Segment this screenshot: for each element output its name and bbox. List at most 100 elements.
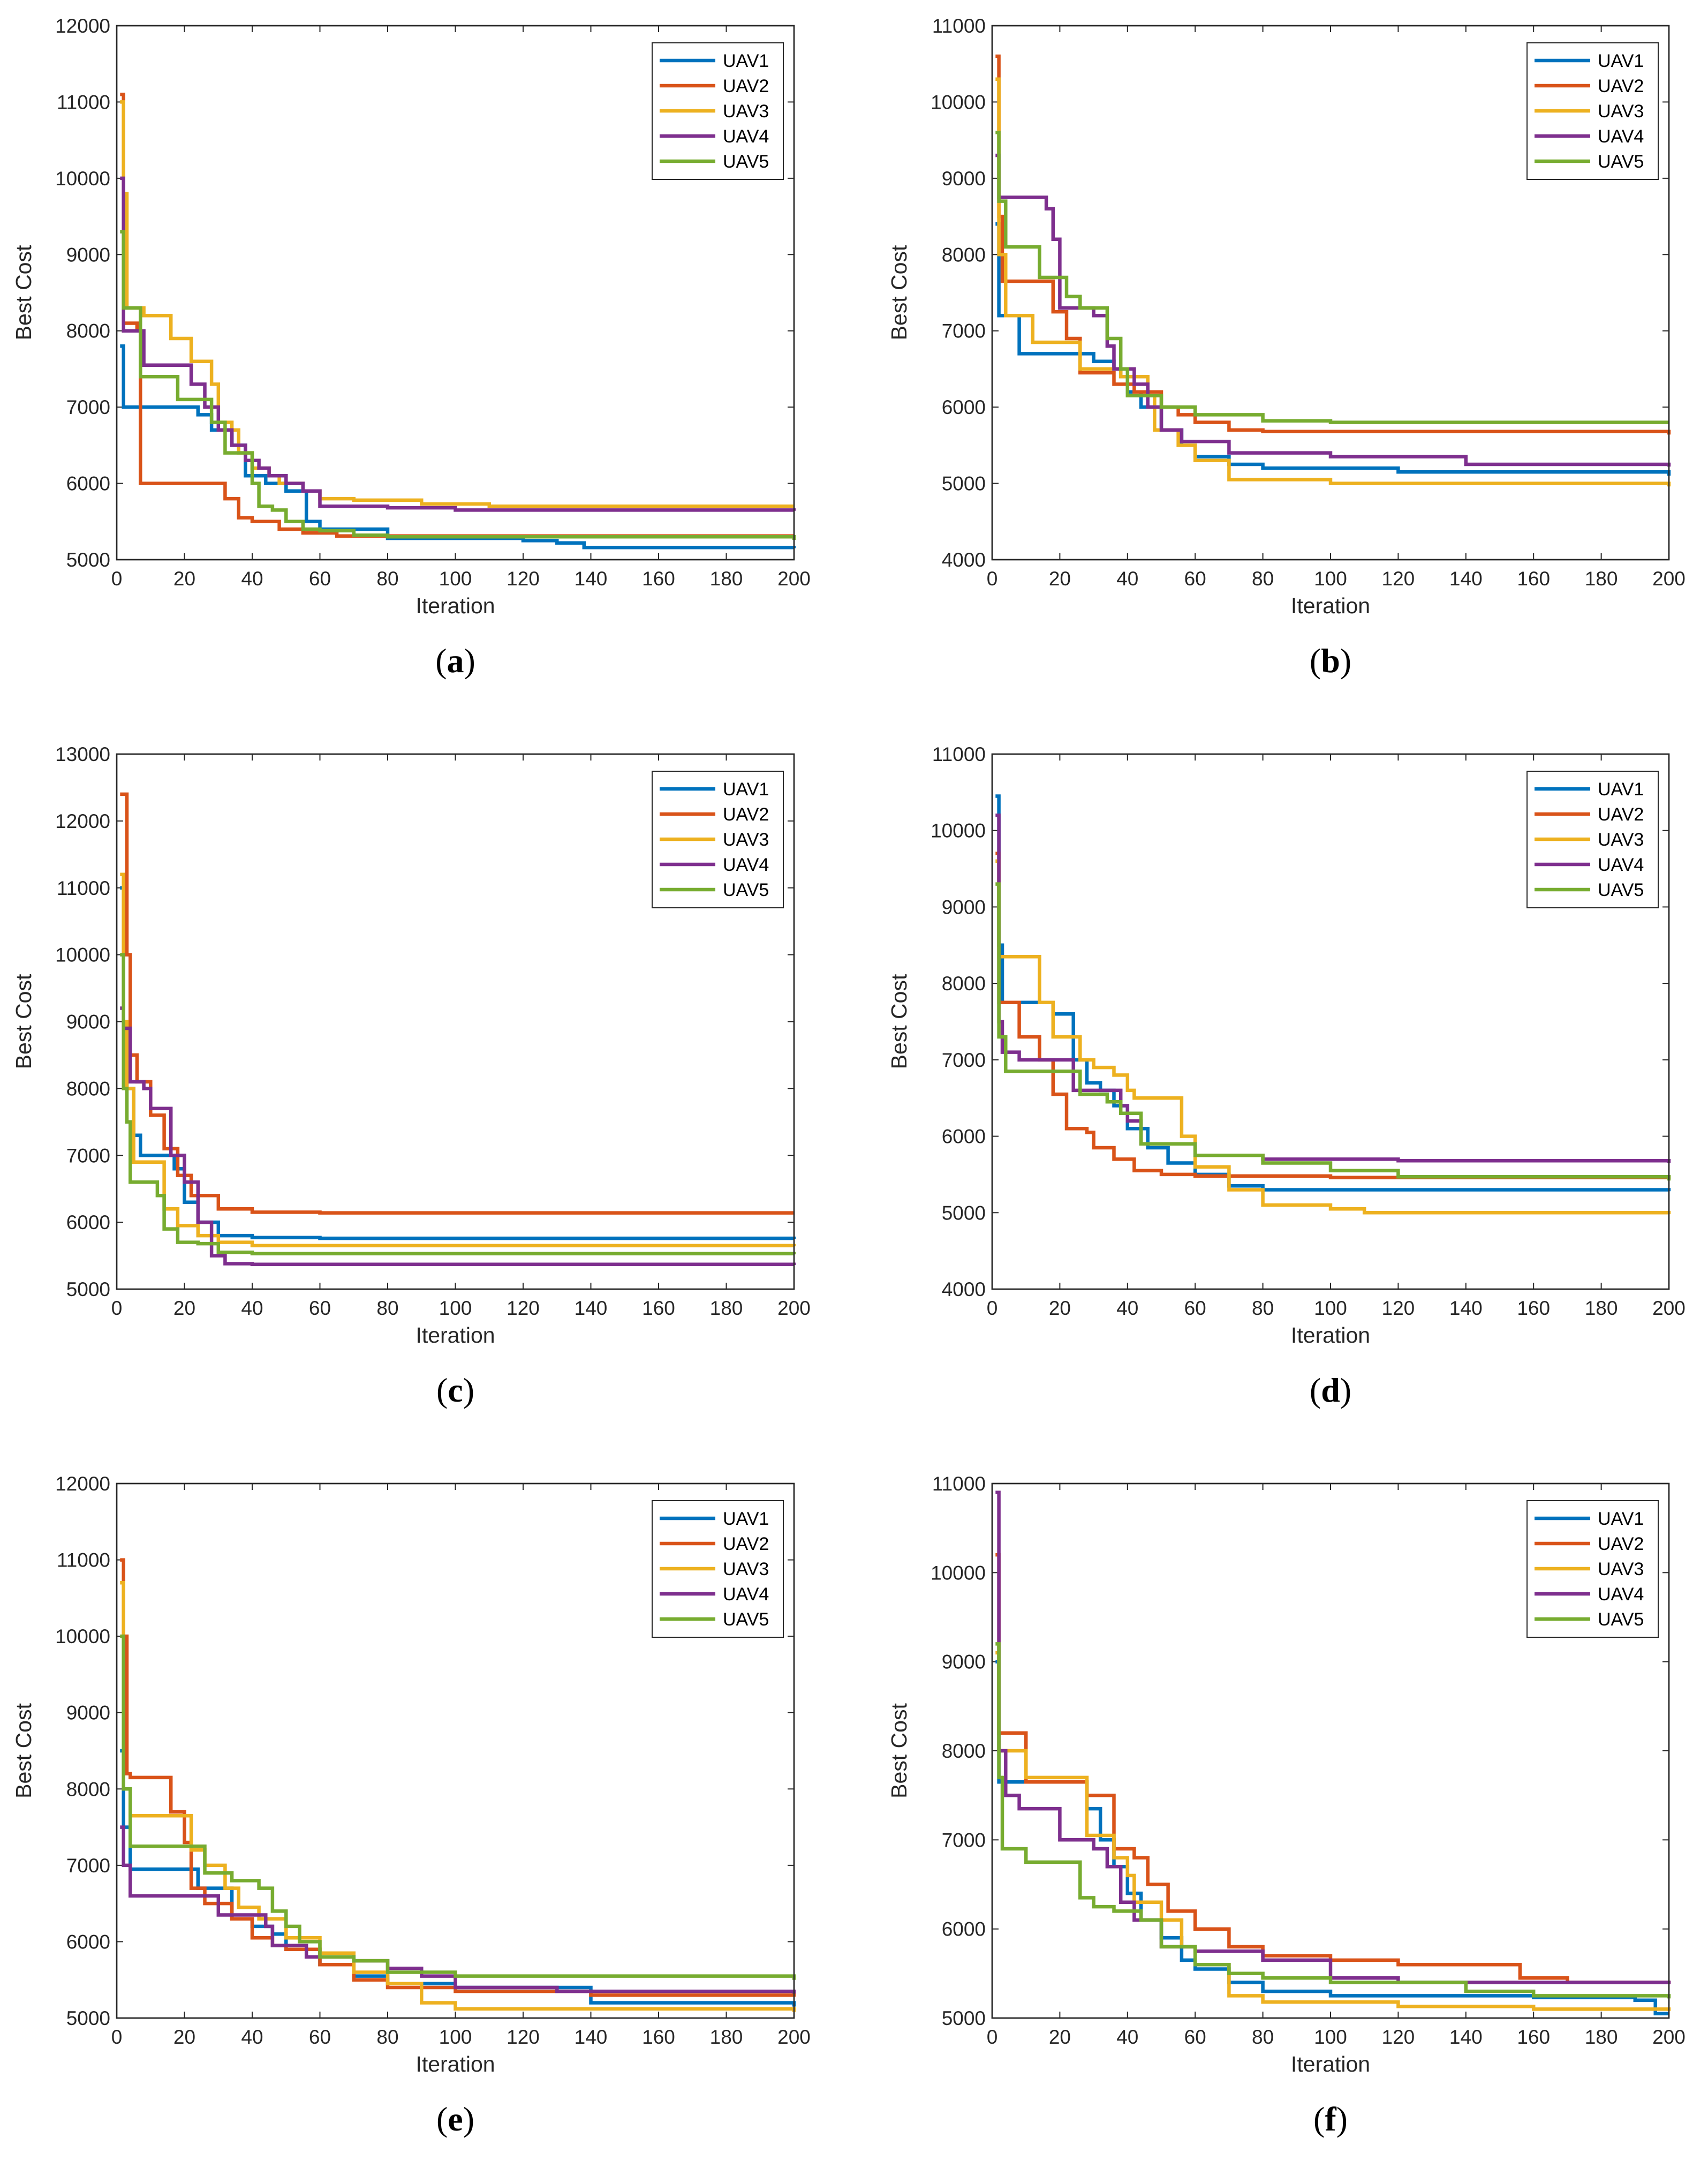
y-tick-label: 6000 bbox=[942, 396, 986, 418]
x-tick-label: 200 bbox=[1652, 2026, 1686, 2048]
x-tick-label: 100 bbox=[439, 568, 472, 590]
x-tick-label: 40 bbox=[1116, 2026, 1138, 2048]
x-tick-label: 40 bbox=[241, 568, 263, 590]
series-line-uav4 bbox=[120, 1825, 796, 1994]
series-line-uav5 bbox=[995, 882, 1671, 1181]
y-tick-label: 5000 bbox=[942, 473, 986, 495]
y-tick-label: 11000 bbox=[57, 91, 110, 113]
series-line-uav2 bbox=[120, 792, 794, 1215]
series-line-uav3 bbox=[120, 100, 794, 508]
legend-label-uav3: UAV3 bbox=[1598, 830, 1644, 850]
y-tick-label: 8000 bbox=[942, 1740, 986, 1762]
series-line-uav3 bbox=[120, 872, 796, 1248]
x-tick-label: 140 bbox=[575, 2026, 608, 2048]
y-tick-label: 9000 bbox=[942, 1651, 986, 1673]
y-tick-label: 7000 bbox=[942, 1829, 986, 1851]
series-line-uav3 bbox=[995, 859, 1671, 1215]
x-tick-label: 60 bbox=[1184, 568, 1206, 590]
legend-label-uav5: UAV5 bbox=[723, 152, 769, 172]
caption-paren-open: ( bbox=[1310, 642, 1321, 680]
y-tick-label: 6000 bbox=[66, 1211, 110, 1233]
chart-panel-a: 0 20 40 60 80 100 120 140 160 180 200 5000 6000 7000 8… bbox=[11, 15, 811, 680]
y-tick-label: 10000 bbox=[55, 168, 110, 190]
caption-paren-open: ( bbox=[1310, 1371, 1321, 1409]
y-tick-label: 7000 bbox=[66, 1855, 110, 1877]
y-tick-label: 10000 bbox=[55, 1625, 110, 1647]
y-tick-label: 9000 bbox=[66, 1011, 110, 1033]
y-tick-label: 11000 bbox=[57, 877, 110, 899]
caption-paren-open: ( bbox=[436, 1371, 448, 1409]
series-line-uav4 bbox=[120, 176, 796, 512]
y-tick-label: 8000 bbox=[942, 973, 986, 995]
y-tick-label: 7000 bbox=[942, 1049, 986, 1071]
legend-label-uav5: UAV5 bbox=[1598, 1609, 1644, 1630]
y-tick-label: 10000 bbox=[931, 820, 986, 842]
y-tick-label: 9000 bbox=[66, 1702, 110, 1724]
legend-label-uav1: UAV1 bbox=[1598, 779, 1644, 800]
x-tick-label: 100 bbox=[1314, 2026, 1347, 2048]
x-tick-label: 160 bbox=[642, 568, 675, 590]
legend-label-uav3: UAV3 bbox=[1598, 101, 1644, 122]
y-tick-label: 12000 bbox=[55, 810, 110, 832]
x-tick-label: 100 bbox=[439, 1297, 472, 1319]
caption-letter: a bbox=[447, 642, 464, 680]
y-tick-label: 10000 bbox=[931, 1562, 986, 1584]
series-line-uav5 bbox=[995, 1642, 1671, 1999]
x-tick-label: 40 bbox=[1116, 568, 1138, 590]
x-tick-label: 20 bbox=[1049, 1297, 1071, 1319]
x-tick-label: 0 bbox=[111, 1297, 123, 1319]
y-tick-label: 10000 bbox=[55, 944, 110, 966]
x-tick-label: 120 bbox=[1382, 2026, 1415, 2048]
y-tick-label: 6000 bbox=[942, 1126, 986, 1148]
x-tick-label: 180 bbox=[710, 568, 743, 590]
x-tick-label: 120 bbox=[1382, 1297, 1415, 1319]
x-tick-label: 120 bbox=[507, 2026, 540, 2048]
legend-label-uav4: UAV4 bbox=[723, 126, 769, 147]
x-tick-label: 80 bbox=[376, 568, 398, 590]
x-axis-label: Iteration bbox=[415, 593, 495, 618]
x-tick-label: 160 bbox=[1517, 568, 1550, 590]
legend-label-uav3: UAV3 bbox=[723, 830, 769, 850]
panel-caption: (f) bbox=[1313, 2100, 1348, 2138]
y-axis-label: Best Cost bbox=[887, 1703, 911, 1798]
caption-paren-open: ( bbox=[1313, 2100, 1325, 2138]
series-line-uav5 bbox=[120, 1634, 796, 1980]
plot-frame bbox=[991, 753, 1670, 1290]
y-tick-label: 7000 bbox=[66, 1145, 110, 1166]
x-tick-label: 200 bbox=[777, 568, 811, 590]
y-tick-label: 8000 bbox=[66, 320, 110, 342]
x-tick-label: 0 bbox=[987, 2026, 998, 2048]
caption-letter: e bbox=[448, 2100, 463, 2138]
legend-label-uav5: UAV5 bbox=[1598, 152, 1644, 172]
panel-caption: (a) bbox=[435, 642, 475, 680]
panel-caption: (b) bbox=[1310, 642, 1351, 680]
series-line-uav5 bbox=[120, 953, 796, 1256]
x-tick-label: 80 bbox=[376, 2026, 398, 2048]
x-tick-label: 120 bbox=[507, 1297, 540, 1319]
y-axis-label: Best Cost bbox=[11, 245, 36, 340]
legend-label-uav4: UAV4 bbox=[1598, 126, 1644, 147]
y-tick-label: 12000 bbox=[55, 15, 110, 37]
legend: UAV1 UAV2 UAV3 UAV4 UAV5 bbox=[652, 771, 784, 908]
y-tick-label: 9000 bbox=[942, 168, 986, 190]
legend-label-uav4: UAV4 bbox=[723, 855, 769, 875]
x-tick-label: 100 bbox=[439, 2026, 472, 2048]
y-tick-label: 8000 bbox=[942, 244, 986, 266]
y-axis-label: Best Cost bbox=[11, 974, 36, 1069]
x-tick-label: 160 bbox=[642, 2026, 675, 2048]
plot-frame bbox=[116, 753, 795, 1290]
legend: UAV1 UAV2 UAV3 UAV4 UAV5 bbox=[1526, 771, 1659, 908]
x-tick-label: 100 bbox=[1314, 568, 1347, 590]
x-tick-label: 180 bbox=[710, 2026, 743, 2048]
legend-label-uav1: UAV1 bbox=[723, 779, 769, 800]
legend-label-uav1: UAV1 bbox=[723, 1509, 769, 1529]
x-tick-label: 140 bbox=[1449, 2026, 1483, 2048]
plot-frame bbox=[991, 1482, 1670, 2019]
caption-letter: f bbox=[1325, 2100, 1336, 2138]
legend-label-uav3: UAV3 bbox=[723, 101, 769, 122]
y-tick-label: 5000 bbox=[66, 1278, 110, 1300]
panel-caption: (c) bbox=[436, 1371, 474, 1409]
x-tick-label: 160 bbox=[1517, 1297, 1550, 1319]
legend-label-uav2: UAV2 bbox=[723, 804, 769, 825]
series-line-uav5 bbox=[120, 230, 796, 540]
